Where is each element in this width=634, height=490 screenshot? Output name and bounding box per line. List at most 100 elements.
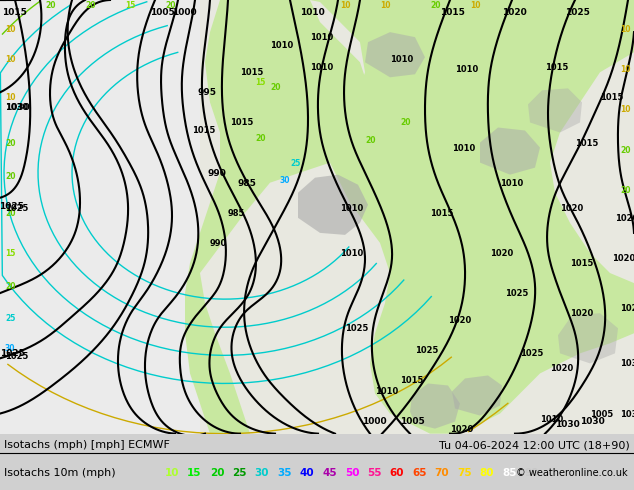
Text: 1025: 1025 <box>0 349 25 358</box>
Text: 1015: 1015 <box>2 8 27 17</box>
Text: 1020: 1020 <box>450 425 473 434</box>
Text: 30: 30 <box>280 176 290 185</box>
Text: 1025: 1025 <box>565 8 590 17</box>
Text: 1025: 1025 <box>505 289 528 298</box>
Text: 20: 20 <box>430 1 441 10</box>
Text: 15: 15 <box>187 468 202 478</box>
Text: 1015: 1015 <box>545 63 568 73</box>
Text: 1010: 1010 <box>500 179 523 188</box>
Text: 1010: 1010 <box>300 8 325 17</box>
Text: 1005: 1005 <box>400 416 425 426</box>
Polygon shape <box>298 174 368 235</box>
Text: 1010: 1010 <box>310 33 333 42</box>
Polygon shape <box>400 0 634 32</box>
Text: 1020: 1020 <box>570 309 593 318</box>
Text: 20: 20 <box>85 1 96 10</box>
Text: 65: 65 <box>412 468 427 478</box>
Text: 1025: 1025 <box>520 349 543 358</box>
Text: 1010: 1010 <box>340 249 363 258</box>
Text: 1015: 1015 <box>575 139 598 147</box>
Bar <box>0 0 200 434</box>
Text: 1020: 1020 <box>620 304 634 313</box>
Text: 1000: 1000 <box>172 8 197 17</box>
Polygon shape <box>558 313 618 364</box>
Text: 40: 40 <box>300 468 314 478</box>
Text: 1015: 1015 <box>440 8 465 17</box>
Text: 1030: 1030 <box>5 103 28 112</box>
Text: 20: 20 <box>165 1 176 10</box>
Text: 990: 990 <box>208 169 227 178</box>
Text: 85: 85 <box>502 468 517 478</box>
Text: 1025: 1025 <box>0 202 24 211</box>
Text: 990: 990 <box>210 239 227 248</box>
Text: 15: 15 <box>125 1 136 10</box>
Text: 70: 70 <box>435 468 450 478</box>
Text: 1015: 1015 <box>430 209 453 218</box>
Text: 1025: 1025 <box>5 352 29 362</box>
Text: 1020: 1020 <box>490 249 514 258</box>
Text: 1025: 1025 <box>5 204 29 213</box>
Text: 20: 20 <box>270 83 280 92</box>
Text: 985: 985 <box>228 209 245 218</box>
Text: 10: 10 <box>620 25 630 34</box>
Text: 10: 10 <box>470 1 481 10</box>
Text: 1015: 1015 <box>230 119 254 127</box>
Text: 1010: 1010 <box>270 41 294 50</box>
Text: 30: 30 <box>255 468 269 478</box>
Text: 20: 20 <box>365 136 375 145</box>
Text: 10: 10 <box>5 94 15 102</box>
Text: 20: 20 <box>210 468 224 478</box>
Text: 10: 10 <box>5 55 15 64</box>
Polygon shape <box>480 127 540 174</box>
Text: 20: 20 <box>400 119 410 127</box>
Text: 1015: 1015 <box>400 376 424 386</box>
Text: 1015: 1015 <box>570 259 593 268</box>
Polygon shape <box>528 88 582 132</box>
Text: 1030: 1030 <box>620 359 634 368</box>
Text: 1030: 1030 <box>620 410 634 418</box>
Text: 10: 10 <box>340 1 351 10</box>
Text: 10: 10 <box>165 468 179 478</box>
Text: 1030: 1030 <box>580 416 605 426</box>
Text: 75: 75 <box>457 468 472 478</box>
Text: 1010: 1010 <box>390 55 413 64</box>
Text: 80: 80 <box>480 468 495 478</box>
Text: 1025: 1025 <box>345 324 368 333</box>
Text: Isotachs (mph) [mph] ECMWF: Isotachs (mph) [mph] ECMWF <box>4 440 170 450</box>
Polygon shape <box>410 384 460 429</box>
Text: 995: 995 <box>198 88 217 98</box>
Text: 10: 10 <box>5 25 15 34</box>
Text: 1005: 1005 <box>150 8 175 17</box>
Polygon shape <box>365 32 425 77</box>
Text: 1010: 1010 <box>540 415 563 424</box>
Text: Isotachs 10m (mph): Isotachs 10m (mph) <box>4 468 115 478</box>
Text: 1020: 1020 <box>550 365 573 373</box>
Text: 20: 20 <box>255 134 266 143</box>
Text: 1020: 1020 <box>502 8 527 17</box>
Text: 1030: 1030 <box>5 103 30 112</box>
Polygon shape <box>185 0 370 434</box>
Polygon shape <box>452 375 502 416</box>
Text: 1005: 1005 <box>590 410 613 418</box>
Text: 1015: 1015 <box>192 125 216 135</box>
Text: 25: 25 <box>232 468 247 478</box>
Text: 1010: 1010 <box>455 65 478 74</box>
Text: 50: 50 <box>345 468 359 478</box>
Text: Tu 04-06-2024 12:00 UTC (18+90): Tu 04-06-2024 12:00 UTC (18+90) <box>439 440 630 450</box>
Text: 1015: 1015 <box>600 94 623 102</box>
Polygon shape <box>310 0 634 434</box>
Text: 1010: 1010 <box>375 387 398 395</box>
Text: 20: 20 <box>5 282 15 291</box>
Text: 1015: 1015 <box>240 68 263 77</box>
Text: 1010: 1010 <box>340 204 363 213</box>
Text: 20: 20 <box>5 139 15 147</box>
Text: 20: 20 <box>5 172 15 181</box>
Text: 1010: 1010 <box>452 144 476 152</box>
Text: 1020: 1020 <box>612 254 634 263</box>
Text: 25: 25 <box>290 159 301 168</box>
Text: 15: 15 <box>5 249 15 258</box>
Text: 10: 10 <box>620 105 630 115</box>
Text: 25: 25 <box>5 314 15 323</box>
Text: 1020: 1020 <box>615 214 634 223</box>
Text: 15: 15 <box>255 78 266 87</box>
